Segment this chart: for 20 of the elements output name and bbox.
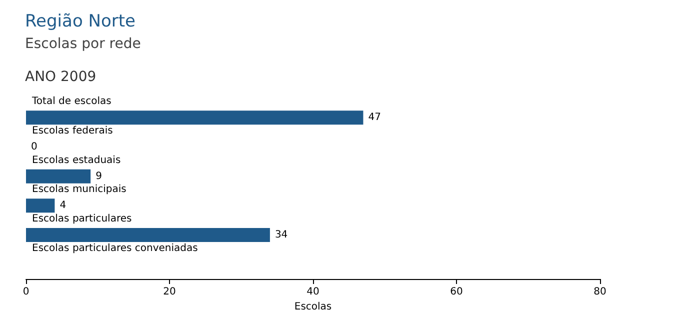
x-tick-label: 0 — [22, 286, 30, 298]
y-tick-label: Escolas particulares conveniadas — [32, 242, 198, 254]
data-label: 34 — [274, 230, 288, 240]
x-tick-label: 60 — [450, 286, 463, 298]
data-label: 0 — [31, 142, 38, 152]
chart-subtitle: Escolas por rede — [25, 36, 141, 52]
text: ANO 2009 — [25, 69, 96, 85]
x-axis-title: Escolas — [294, 301, 332, 312]
y-tick-label: Escolas municipais — [32, 184, 126, 196]
x-tick-label: 40 — [306, 286, 320, 298]
x-tick-label: 20 — [163, 286, 176, 298]
data-label: 4 — [60, 200, 66, 212]
chart-title: Região Norte — [25, 12, 136, 32]
data-label: 9 — [96, 170, 102, 182]
y-tick-label: Total de escolas — [31, 96, 112, 108]
y-tick-label: Escolas federais — [32, 126, 113, 136]
y-tick-label: Escolas estaduais — [32, 154, 121, 166]
y-tick-label: Escolas particulares — [32, 214, 132, 224]
data-label: 47 — [368, 112, 381, 124]
x-tick-label: 80 — [594, 286, 606, 298]
